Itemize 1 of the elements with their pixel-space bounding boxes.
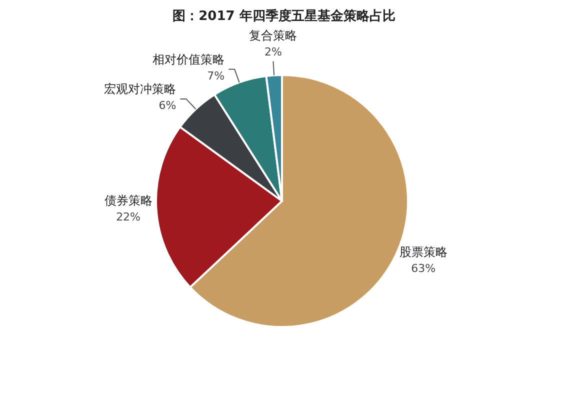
title: 图：2017 年四季度五星基金策略占比	[172, 9, 396, 24]
